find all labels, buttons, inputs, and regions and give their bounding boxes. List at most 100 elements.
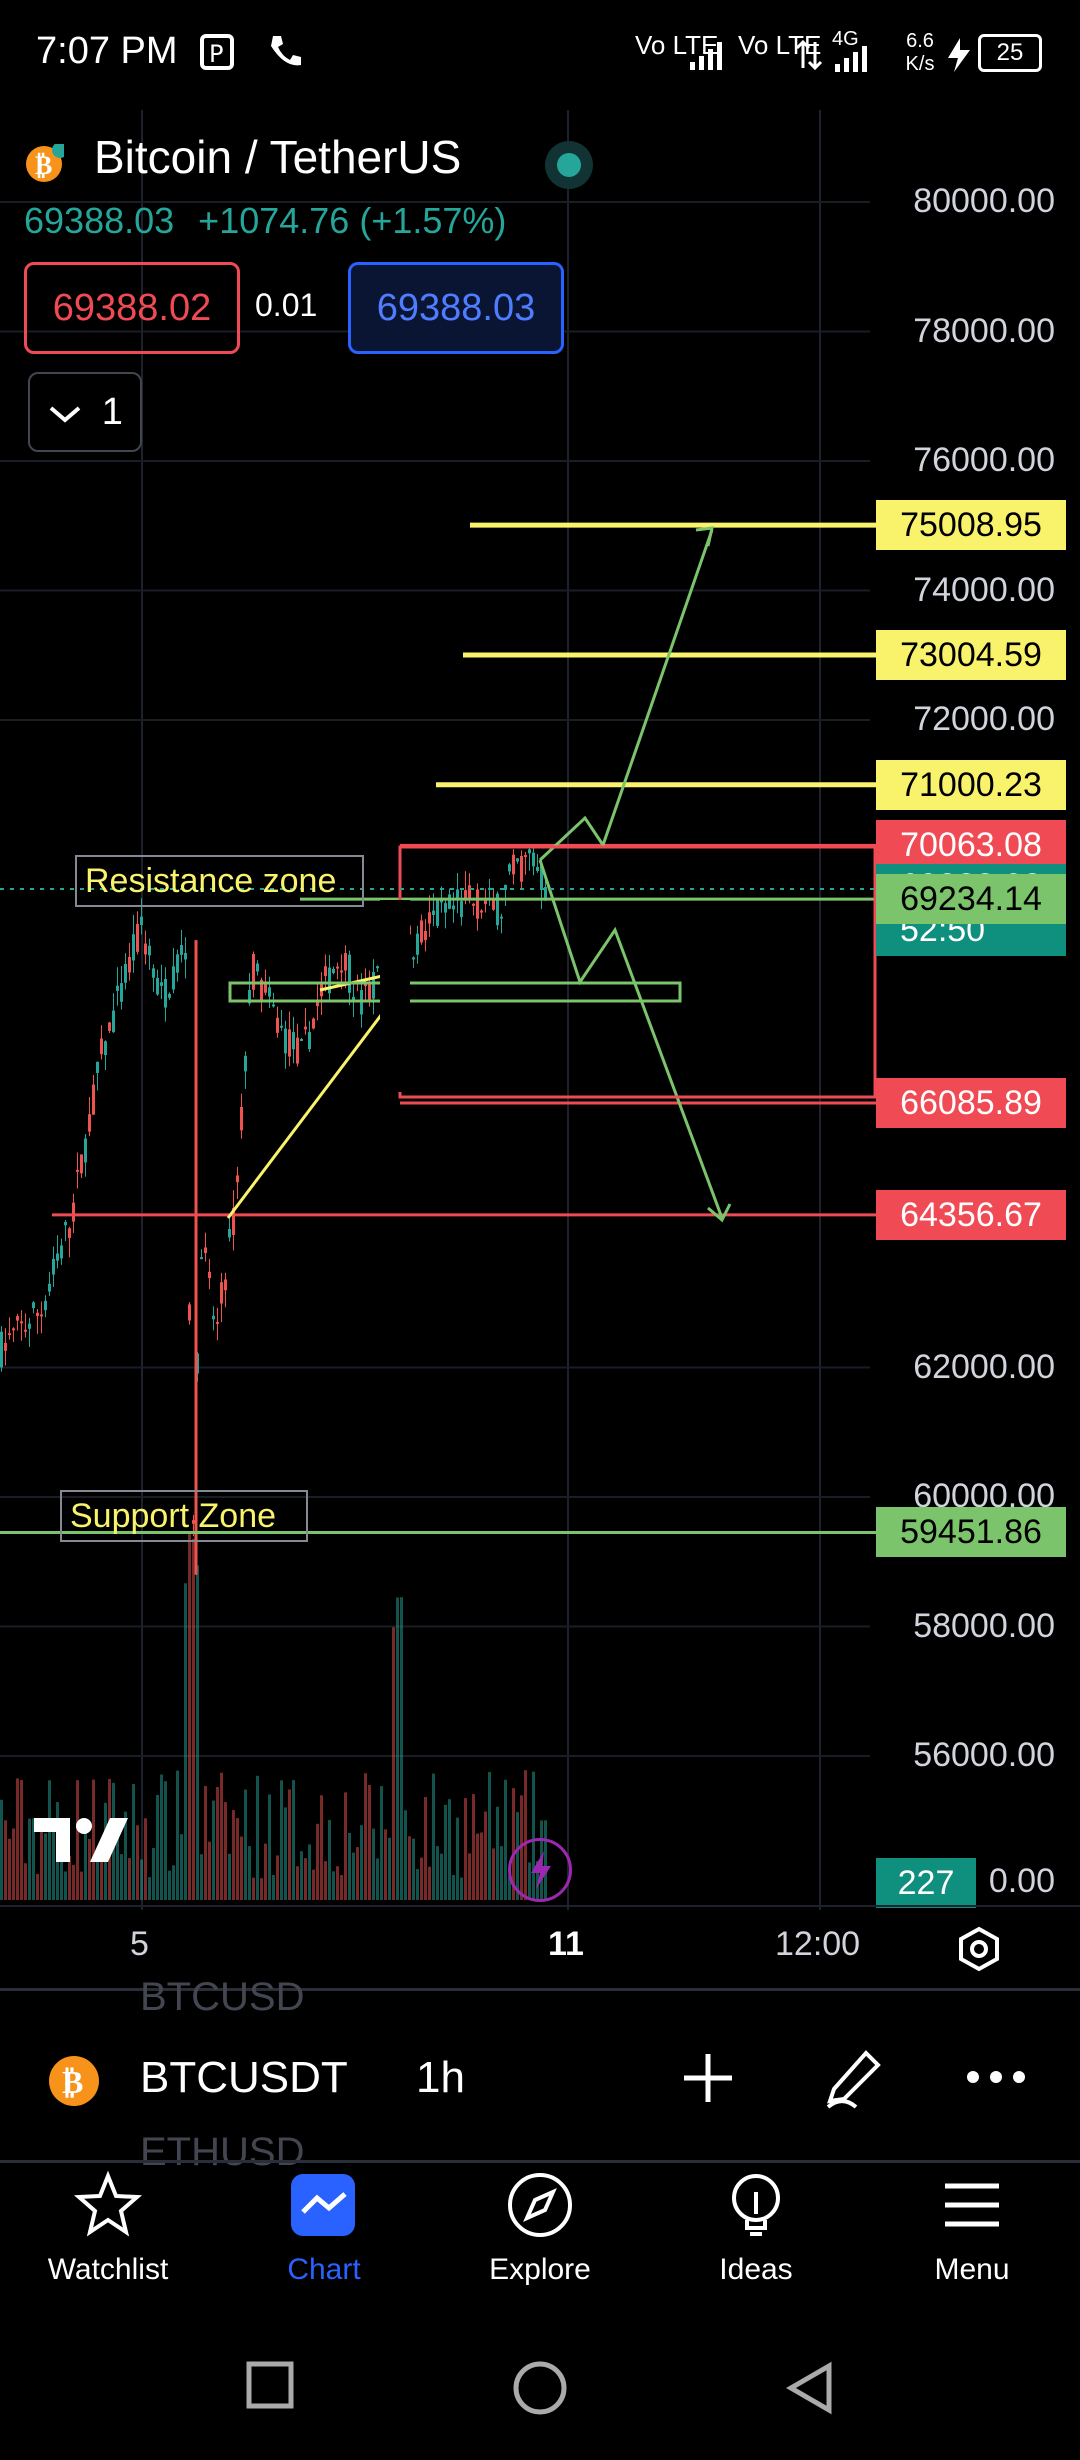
candle xyxy=(424,930,427,941)
volume-bar xyxy=(188,1533,191,1900)
candle xyxy=(524,854,527,857)
price-level-tag[interactable]: 59451.86 xyxy=(876,1507,1066,1558)
volume-bar xyxy=(272,1875,275,1900)
volume-bar xyxy=(380,1786,383,1900)
volume-bar xyxy=(460,1877,463,1900)
nav-menu[interactable]: Menu xyxy=(872,2170,1072,2287)
quantity-dropdown[interactable]: 1 xyxy=(28,372,142,452)
time-tick-5: 5 xyxy=(130,1925,149,1963)
support-zone-text: Support Zone xyxy=(70,1497,277,1535)
volume-tag: 227 xyxy=(876,1858,976,1908)
volume-bar xyxy=(8,1838,11,1900)
volume-bar xyxy=(348,1832,351,1900)
candle xyxy=(112,1010,115,1033)
hamburger-icon xyxy=(937,2183,1007,2244)
recents-button[interactable] xyxy=(245,2360,295,2415)
price-level-tag[interactable]: 71000.23 xyxy=(876,759,1066,810)
candle xyxy=(544,887,547,901)
price-tick: 58000.00 xyxy=(913,1606,1055,1645)
volume-bar xyxy=(204,1785,207,1900)
ghost-symbol-below: ETHUSD xyxy=(140,2130,305,2174)
volume-bar xyxy=(440,1853,443,1900)
candle xyxy=(260,979,263,1001)
volume-bar xyxy=(468,1853,471,1900)
chart-settings-icon[interactable] xyxy=(955,1925,1003,1978)
price-level-tag[interactable]: 70063.08 xyxy=(876,820,1066,871)
nav-ideas[interactable]: Ideas xyxy=(656,2170,856,2287)
range-box-mask xyxy=(380,900,410,1092)
candle xyxy=(316,999,319,1007)
volume-bar xyxy=(128,1858,131,1900)
battery-indicator: 25 xyxy=(978,34,1042,72)
bearish-arrowhead xyxy=(707,1203,732,1223)
bullish-projection-line xyxy=(538,529,714,862)
charging-icon xyxy=(944,38,974,88)
candle xyxy=(332,968,335,974)
candle xyxy=(476,889,479,919)
add-icon[interactable] xyxy=(680,2050,736,2111)
candle xyxy=(236,1175,239,1183)
volume-bar xyxy=(224,1802,227,1900)
candle xyxy=(272,1004,275,1007)
volume-bar xyxy=(452,1874,455,1900)
price-level-tag[interactable]: 66085.89 xyxy=(876,1077,1066,1128)
candle xyxy=(40,1314,43,1317)
support-zone-label[interactable]: Support Zone xyxy=(60,1490,308,1542)
candle xyxy=(0,1331,3,1368)
price-level-tag[interactable]: 75008.95 xyxy=(876,500,1066,551)
time-tick-1200: 12:00 xyxy=(775,1925,861,1963)
price-level-tag[interactable]: 73004.59 xyxy=(876,629,1066,680)
back-button[interactable] xyxy=(785,2360,835,2421)
price-chart[interactable] xyxy=(0,110,1080,1910)
volume-bar xyxy=(148,1877,151,1900)
candle xyxy=(240,1106,243,1131)
candle xyxy=(88,1114,91,1132)
candle xyxy=(224,1279,227,1291)
candle xyxy=(504,884,507,890)
volume-bar xyxy=(436,1846,439,1900)
lightning-icon[interactable] xyxy=(508,1838,572,1902)
parking-icon: P xyxy=(200,32,240,82)
candle xyxy=(156,977,159,995)
nav-explore[interactable]: Explore xyxy=(440,2170,640,2287)
price-level-tag[interactable]: 64356.67 xyxy=(876,1189,1066,1240)
signal-icon-2 xyxy=(835,46,875,96)
tradingview-logo-icon xyxy=(30,1812,130,1873)
volume-bar xyxy=(20,1780,23,1900)
volume-bar xyxy=(164,1781,167,1900)
symbol-selector[interactable]: BTCUSDT xyxy=(140,2053,348,2102)
candle xyxy=(372,972,375,999)
candle xyxy=(168,993,171,998)
volume-bar xyxy=(48,1780,51,1900)
volume-bar xyxy=(524,1770,527,1900)
pencil-icon[interactable] xyxy=(822,2045,886,2114)
nav-watchlist[interactable]: Watchlist xyxy=(8,2170,208,2287)
home-button[interactable] xyxy=(512,2360,568,2421)
volume-bar xyxy=(196,1565,199,1900)
volume-bar xyxy=(300,1851,303,1900)
candle xyxy=(268,987,271,997)
volume-bar xyxy=(376,1858,379,1900)
candle xyxy=(132,934,135,961)
price-level-tag[interactable]: 69234.14 xyxy=(876,874,1066,925)
candle xyxy=(48,1283,51,1292)
nav-chart[interactable]: Chart xyxy=(224,2170,424,2287)
more-icon[interactable] xyxy=(966,2070,1026,2089)
volume-bar xyxy=(240,1836,243,1900)
volume-bar xyxy=(152,1848,155,1900)
volume-bar xyxy=(472,1794,475,1900)
volume-bar xyxy=(216,1787,219,1900)
chart-area[interactable]: 80000.00 78000.00 76000.00 74000.00 72000.00… xyxy=(0,110,1080,1910)
price-change: +1074.76 (+1.57%) xyxy=(198,200,507,241)
candle xyxy=(192,1520,195,1524)
candle xyxy=(108,1022,111,1031)
quantity-value: 1 xyxy=(101,391,123,433)
sell-button[interactable]: 69388.02 xyxy=(24,262,240,354)
nav-label: Ideas xyxy=(719,2253,793,2286)
volume-bar xyxy=(512,1788,515,1900)
buy-button[interactable]: 69388.03 xyxy=(348,262,564,354)
volume-bar xyxy=(320,1795,323,1900)
resistance-zone-label[interactable]: Resistance zone xyxy=(75,855,364,907)
volume-bar xyxy=(180,1834,183,1900)
interval-selector[interactable]: 1h xyxy=(416,2053,465,2102)
